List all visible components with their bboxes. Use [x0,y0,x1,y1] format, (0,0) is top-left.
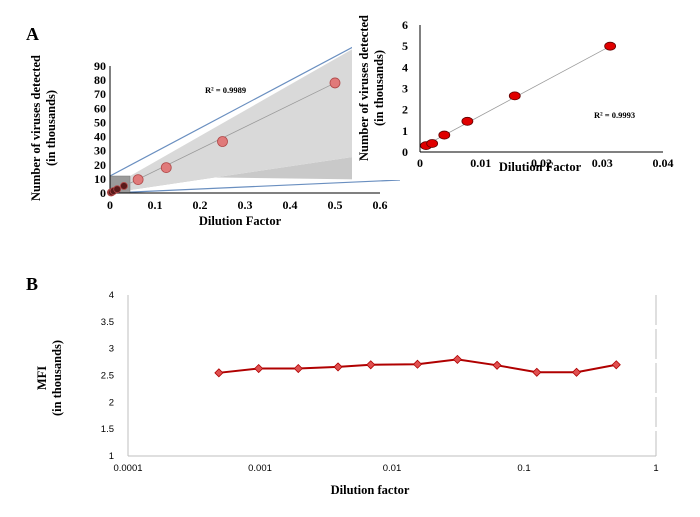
inset-ytick-label: 1 [402,124,408,138]
chart-b-point [611,360,621,370]
inset-xtick-label: 0.02 [531,156,552,170]
chart-a-point [132,174,144,185]
chart-b-xtick-label: 0.0001 [113,463,142,474]
chart-a-xtick-label: 0.3 [238,198,253,212]
chart-b-ylabel: MFI (in thousands) [35,340,64,416]
chart-b-point [214,368,224,378]
chart-b-xtick-label: 1 [653,463,658,474]
inset-ylabel: Number of viruses detected (in thousands… [357,15,386,161]
chart-b-xtick-label: 0.01 [383,463,402,474]
chart-a-xtick-label: 0.6 [373,198,388,212]
chart-b-xtick-label: 0.001 [248,463,272,474]
chart-a-xtick-label: 0.1 [148,198,163,212]
inset-ytick-label: 0 [402,145,408,159]
chart-a-ytick-label: 50 [94,115,106,129]
chart-b-ytick-label: 3 [109,344,114,355]
chart-a-point [113,185,122,194]
chart-a-inset: 0 1 2 3 4 5 6 0 0.01 0.02 0.03 0.04 R² = 0.9993 Di… [352,5,674,180]
inset-xtick-label: 0.01 [470,156,491,170]
zoom-wedge [110,22,400,193]
inset-xtick-label: 0 [417,156,423,170]
chart-a-xlabel: Dilution Factor [199,214,282,228]
chart-a-ytick-label: 0 [100,186,106,200]
chart-b-point [571,367,582,377]
chart-a-point [160,162,172,174]
chart-a-ytick-label: 80 [94,73,106,87]
chart-b-ytick-label: 2.5 [101,371,114,382]
inset-r2: R² = 0.9993 [594,110,635,120]
zoom-line-bottom [109,179,401,194]
inset-point [604,41,617,51]
panel-b-label: B [26,274,38,294]
chart-b-point [532,367,542,377]
chart-b: 1 1.5 2 2.5 3 3.5 4 0.0001 0.001 0.01 0.1 1 Diluti… [35,290,659,497]
inset-xtick-label: 0.04 [653,156,674,170]
inset-ytick-label: 6 [402,18,408,32]
chart-a-r2: R² = 0.9989 [205,85,246,95]
chart-b-ytick-label: 2 [109,397,114,408]
inset-point [508,91,521,101]
inset-ylabel-line2: (in thousands) [372,50,386,126]
chart-b-point [254,363,264,374]
chart-b-ylabel-line1: MFI [35,366,49,390]
chart-b-point [412,359,423,369]
chart-b-ytick-label: 1.5 [101,424,114,435]
chart-a-ytick-label: 30 [94,144,106,158]
chart-a-ytick-label: 70 [94,87,106,101]
panel-a-label: A [26,24,39,44]
chart-a-ytick-label: 10 [94,172,106,186]
inset-ylabel-line1: Number of viruses detected [357,15,371,161]
chart-b-ytick-label: 3.5 [101,317,114,328]
chart-a-point [120,182,128,190]
chart-b-point [492,360,502,370]
chart-a-ytick-label: 90 [94,59,106,73]
chart-a-xtick-label: 0.2 [193,198,208,212]
chart-a-point [217,136,228,147]
chart-b-point [452,354,462,364]
inset-ytick-label: 3 [402,82,408,96]
chart-a-ylabel-line1: Number of viruses detected [29,55,43,201]
inset-point [426,139,439,148]
chart-b-xlabel: Dilution factor [331,483,410,497]
inset-ytick-label: 5 [402,39,408,53]
chart-a-ylabel-line2: (in thousands) [44,90,58,166]
inset-xtick-label: 0.03 [592,156,613,170]
inset-point [461,116,474,126]
chart-a-xtick-label: 0 [107,198,113,212]
chart-b-point [366,360,376,370]
chart-a-xtick-label: 0.4 [283,198,298,212]
inset-background [352,5,670,180]
chart-b-point [333,362,343,372]
chart-b-ytick-label: 1 [109,451,114,462]
chart-b-xtick-label: 0.1 [517,463,530,474]
chart-a-point [329,77,341,89]
chart-b-ytick-label: 4 [109,290,114,301]
zoom-line-top [109,21,401,177]
chart-b-point [293,363,303,374]
chart-b-ylabel-line2: (in thousands) [50,340,64,416]
chart-a-ylabel: Number of viruses detected (in thousands… [29,55,58,201]
chart-a-xtick-label: 0.5 [328,198,343,212]
inset-ytick-label: 4 [402,60,408,74]
chart-a-ytick-label: 20 [94,158,106,172]
inset-ytick-label: 2 [402,103,408,117]
chart-a-ytick-label: 40 [94,130,106,144]
chart-a-ytick-label: 60 [94,101,106,115]
inset-xlabel: Dilution Factor [499,160,582,174]
inset-point [438,130,451,140]
